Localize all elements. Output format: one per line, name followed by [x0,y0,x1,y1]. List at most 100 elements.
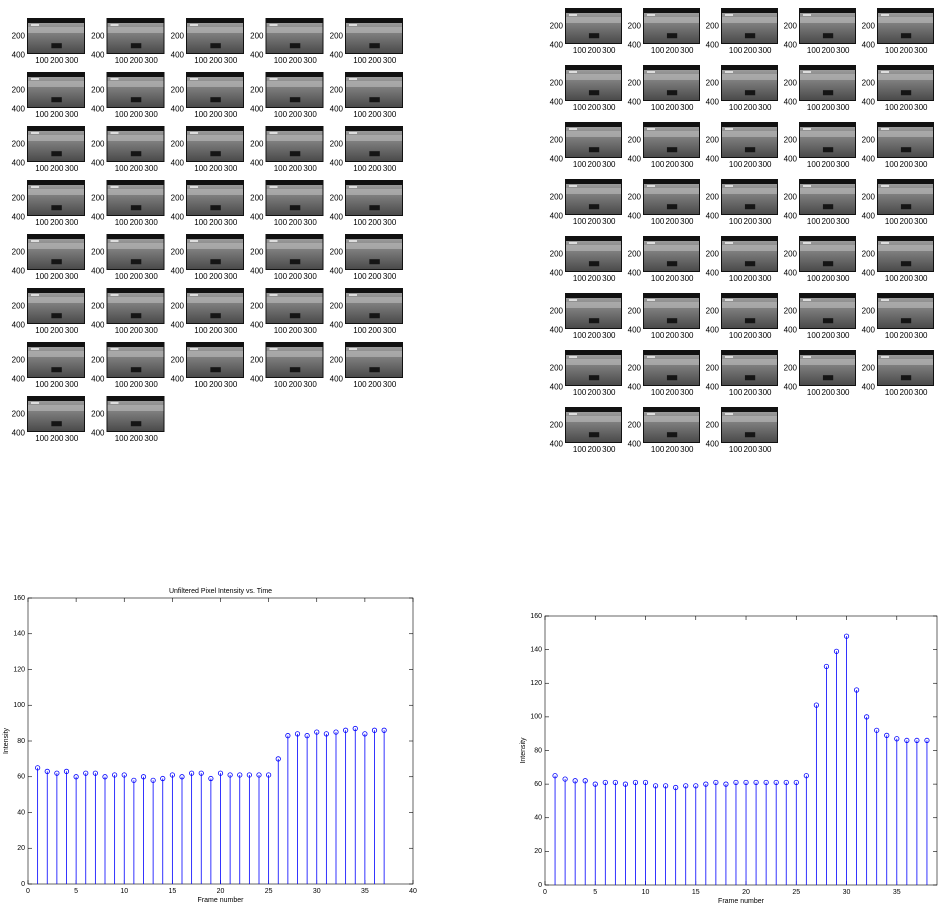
thumbnail: 200400100200300 [12,126,85,173]
y-tick-label: 40 [17,809,25,816]
thumb-x-tick-label: 200 [744,274,758,283]
thumb-block [51,205,61,210]
y-tick-label: 140 [530,646,542,653]
thumbnail: 200400100200300 [784,293,856,340]
thumbnail: 200400100200300 [91,180,164,227]
thumb-x-tick-label: 300 [303,218,317,227]
thumb-block [51,259,61,264]
thumb-x-tick-label: 200 [666,103,680,112]
thumbnail: 200400100200300 [12,234,85,281]
thumbnail: 200400100200300 [706,179,778,226]
thumb-band [800,188,855,194]
thumb-band [878,131,933,137]
thumb-y-tick-label: 200 [706,421,720,430]
thumb-label [31,294,39,296]
thumb-x-tick-label: 300 [602,46,616,55]
thumb-band [644,302,699,308]
thumb-x-tick-label: 100 [885,217,899,226]
thumb-y-tick-label: 200 [330,356,344,365]
thumb-band [722,131,777,137]
thumb-x-tick-label: 100 [194,56,208,65]
thumb-band [878,188,933,194]
thumb-x-tick-label: 100 [115,110,129,119]
thumb-x-tick-label: 100 [35,272,49,281]
thumb-x-tick-label: 100 [573,388,587,397]
thumb-band [28,297,84,303]
thumb-x-tick-label: 100 [651,160,665,169]
thumb-x-tick-label: 200 [209,56,223,65]
thumb-y-tick-label: 200 [550,79,564,88]
thumb-block [131,97,141,102]
thumb-label [111,294,119,296]
thumb-block [210,259,220,264]
thumb-block [823,147,833,152]
thumb-x-tick-label: 100 [807,274,821,283]
thumb-band [108,351,164,357]
thumb-y-tick-label: 200 [250,140,264,149]
thumb-block [131,313,141,318]
thumb-y-tick-label: 400 [862,40,876,49]
thumb-block [369,313,379,318]
thumb-y-tick-label: 200 [784,136,798,145]
thumb-x-tick-label: 100 [729,46,743,55]
thumb-y-tick-label: 400 [628,439,642,448]
thumb-x-tick-label: 100 [729,103,743,112]
thumb-x-tick-label: 300 [680,331,694,340]
thumb-y-tick-label: 200 [862,250,876,259]
y-tick-label: 80 [534,747,542,754]
thumb-y-tick-label: 400 [628,154,642,163]
x-axis-label: Frame number [198,897,245,904]
thumbnail: 200400100200300 [330,234,403,281]
thumbnail: 200400100200300 [12,18,85,65]
thumb-y-tick-label: 200 [862,79,876,88]
thumb-label [803,356,811,358]
thumb-x-tick-label: 200 [744,445,758,454]
thumbnail: 200400100200300 [250,234,323,281]
thumb-y-tick-label: 200 [628,307,642,316]
thumb-x-tick-label: 100 [194,164,208,173]
thumb-x-tick-label: 200 [822,217,836,226]
thumb-block [823,90,833,95]
thumbnail: 200400100200300 [706,122,778,169]
thumb-band [28,351,84,357]
thumb-y-tick-label: 400 [330,104,344,113]
thumb-x-tick-label: 300 [836,388,850,397]
thumb-block [51,151,61,156]
thumb-y-tick-label: 400 [250,104,264,113]
thumb-label [349,348,357,350]
y-tick-label: 20 [534,848,542,855]
thumb-band [566,17,621,23]
thumb-label [803,71,811,73]
thumb-x-tick-label: 300 [680,103,694,112]
thumb-y-tick-label: 200 [706,364,720,373]
x-tick-label: 20 [217,888,225,895]
thumb-y-tick-label: 400 [171,212,185,221]
thumb-x-tick-label: 200 [50,272,64,281]
thumb-band [644,188,699,194]
thumb-band [346,135,402,141]
thumb-label [270,348,278,350]
thumb-y-tick-label: 400 [784,268,798,277]
thumb-label [569,413,577,415]
thumbnail: 200400100200300 [12,72,85,119]
thumb-y-tick-label: 400 [706,97,720,106]
thumb-x-tick-label: 100 [194,326,208,335]
thumb-block [290,205,300,210]
thumb-x-tick-label: 200 [900,160,914,169]
thumbnail: 200400100200300 [12,180,85,227]
thumb-y-tick-label: 400 [171,50,185,59]
thumb-label [881,356,889,358]
thumb-label [569,185,577,187]
thumb-x-tick-label: 100 [274,326,288,335]
x-tick-label: 10 [120,888,128,895]
thumb-band [108,243,164,249]
thumb-band [267,297,323,303]
thumb-y-tick-label: 400 [628,211,642,220]
thumb-y-tick-label: 400 [784,325,798,334]
